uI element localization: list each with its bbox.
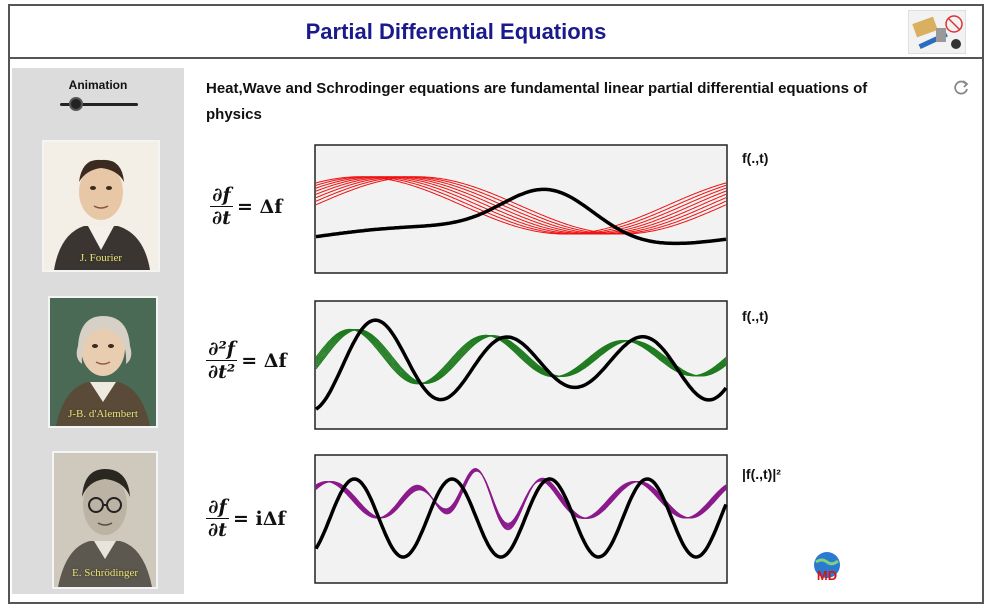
solution-curve	[315, 329, 727, 384]
solution-curve	[315, 329, 727, 384]
animation-label: Animation	[68, 78, 128, 92]
portrait-caption: E. Schrödinger	[72, 567, 138, 579]
eq-rhs: = Δf	[241, 349, 287, 372]
solution-curve	[315, 328, 727, 385]
page-title: Partial Differential Equations	[305, 19, 607, 44]
solution-curve	[315, 328, 727, 385]
eq-denominator: ∂t	[212, 207, 231, 229]
heat-equation: ∂f ∂t = Δf	[210, 184, 282, 229]
solution-curve	[315, 470, 727, 524]
animation-slider-track[interactable]	[60, 103, 138, 106]
portrait-caption: J. Fourier	[79, 252, 123, 264]
fourier-portrait-image	[44, 142, 158, 270]
plot-label-wave: f(.,t)	[742, 308, 769, 324]
plot-area	[314, 454, 728, 584]
description-text: Heat,Wave and Schrodinger equations are …	[206, 80, 868, 123]
title-bar: Partial Differential Equations	[10, 6, 982, 59]
refresh-icon[interactable]	[952, 78, 970, 96]
eq-rhs: = Δf	[236, 195, 283, 218]
engineer-tools-icon	[908, 10, 966, 54]
wave-equation: ∂²f ∂t² = Δf	[206, 338, 287, 383]
initial-condition-curve	[314, 477, 728, 559]
eq-numerator: ∂f	[206, 496, 229, 519]
solution-curve	[315, 176, 727, 235]
sidebar: Animation J. Fourier	[12, 68, 184, 594]
eq-numerator: ∂²f	[206, 338, 238, 361]
solution-curve	[315, 328, 727, 385]
main-panel: Heat,Wave and Schrodinger equations are …	[196, 68, 986, 598]
app-frame: Partial Differential Equations Animation	[8, 4, 984, 604]
eq-numerator: ∂f	[210, 184, 233, 207]
initial-condition-curve	[314, 318, 728, 411]
eq-denominator: ∂t²	[208, 361, 236, 383]
md-globe-icon[interactable]: MD	[810, 550, 844, 584]
portrait-dalembert: J-B. d'Alembert	[48, 296, 158, 428]
eq-rhs: = iΔf	[232, 507, 286, 530]
heat-plot	[314, 144, 728, 274]
initial-condition-curve	[315, 187, 727, 246]
schrodinger-plot	[314, 454, 728, 584]
eq-denominator: ∂t	[208, 519, 227, 541]
plot-label-heat: f(.,t)	[742, 150, 769, 166]
plot-label-schrodinger: |f(.,t)|²	[742, 466, 781, 482]
dalembert-portrait-image	[50, 298, 156, 426]
portrait-schrodinger: E. Schrödinger	[52, 451, 158, 589]
solution-curve	[315, 176, 727, 235]
solution-curve	[315, 328, 727, 385]
portrait-caption: J-B. d'Alembert	[68, 408, 138, 420]
schrodinger-portrait-image	[54, 453, 156, 587]
solution-curve	[315, 176, 727, 235]
schrodinger-equation: ∂f ∂t = iΔf	[206, 496, 286, 541]
wave-plot	[314, 300, 728, 430]
solution-curve	[315, 329, 727, 385]
animation-slider-handle[interactable]	[68, 97, 83, 111]
solution-curve	[315, 329, 727, 384]
solution-curve	[315, 176, 727, 235]
portrait-fourier: J. Fourier	[42, 140, 160, 272]
svg-text:MD: MD	[817, 568, 837, 583]
plot-area	[314, 144, 728, 274]
